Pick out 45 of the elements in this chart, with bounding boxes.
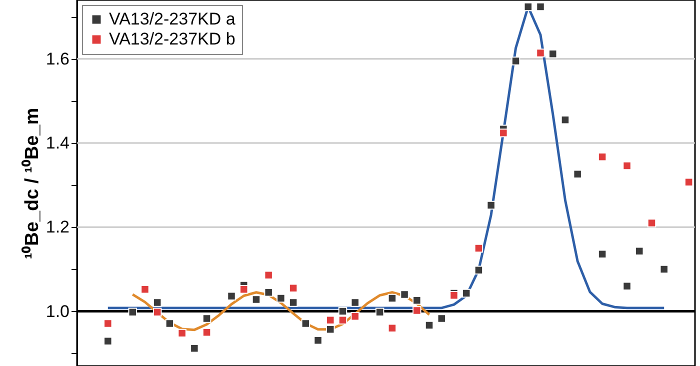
point — [288, 298, 298, 307]
point — [301, 319, 310, 328]
point — [338, 316, 348, 325]
point — [647, 218, 656, 228]
point — [462, 288, 471, 298]
point — [326, 325, 335, 334]
point — [152, 308, 162, 317]
point — [104, 319, 112, 328]
y-tick-label: 1.0 — [46, 302, 70, 321]
point — [511, 56, 520, 66]
point — [412, 306, 422, 315]
point — [536, 48, 545, 58]
point — [424, 320, 434, 330]
point — [338, 306, 348, 316]
point — [598, 250, 607, 258]
point — [264, 288, 273, 297]
point — [598, 152, 607, 162]
y-axis-title: ¹⁰Be_dc / ¹⁰Be_m — [20, 108, 43, 260]
point — [388, 294, 397, 303]
point — [227, 292, 236, 301]
point — [152, 298, 162, 307]
point — [536, 2, 545, 12]
point — [412, 296, 422, 305]
point — [486, 200, 496, 210]
point — [165, 319, 174, 328]
point — [622, 161, 632, 170]
point — [350, 298, 360, 307]
point — [252, 295, 261, 304]
point — [499, 128, 508, 138]
point — [276, 294, 286, 303]
y-tick-label: 1.6 — [46, 49, 70, 68]
y-tick-label: 1.4 — [46, 134, 70, 153]
y-tick-label: 1.2 — [46, 218, 70, 237]
point — [474, 266, 484, 274]
point — [437, 314, 446, 323]
point — [350, 312, 360, 321]
point — [660, 264, 668, 274]
point — [560, 116, 570, 124]
point — [400, 290, 409, 299]
legend-label: VA13/2-237KD a — [109, 10, 236, 28]
point — [622, 282, 632, 290]
point — [474, 244, 484, 253]
point — [140, 285, 150, 294]
point — [202, 314, 212, 323]
legend-label: VA13/2-237KD b — [109, 30, 236, 48]
